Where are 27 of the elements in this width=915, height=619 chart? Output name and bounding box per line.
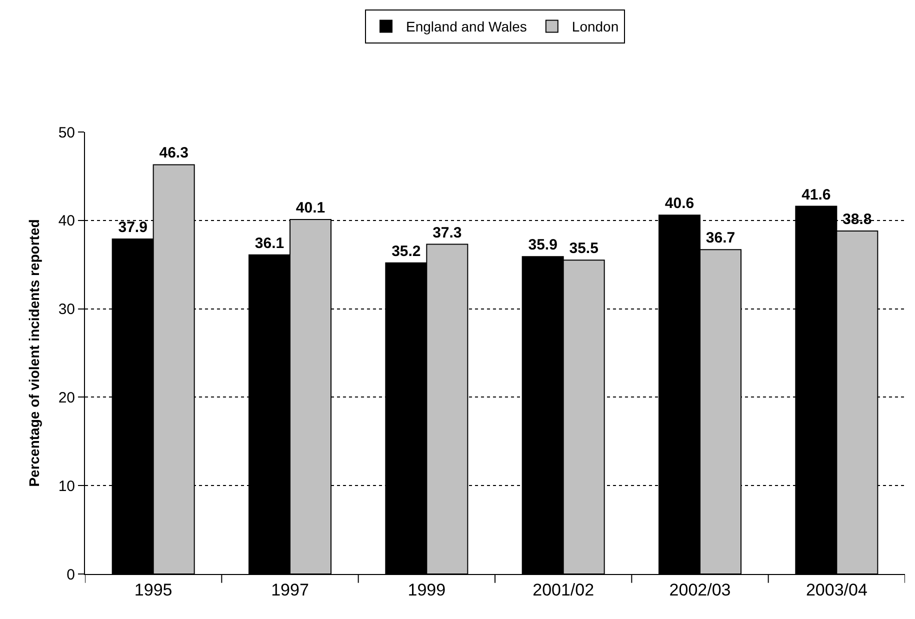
- data-label: 41.6: [802, 186, 831, 204]
- data-label: 38.8: [842, 211, 872, 228]
- data-label: 37.9: [118, 218, 148, 236]
- legend-label: England and Wales: [406, 18, 527, 35]
- x-tick-label: 2003/04: [806, 580, 868, 600]
- y-tick-label: 10: [58, 478, 75, 495]
- data-label: 35.2: [392, 242, 421, 260]
- x-tick-label: 1999: [408, 580, 446, 600]
- data-label: 46.3: [159, 144, 188, 162]
- legend-label: London: [572, 18, 619, 35]
- y-tick-label: 50: [58, 124, 75, 142]
- data-label: 40.6: [664, 195, 694, 212]
- x-tick-label: 2001/02: [532, 580, 594, 600]
- y-tick-label: 40: [58, 212, 75, 230]
- x-tick-label: 1995: [134, 580, 172, 600]
- data-label: 37.3: [432, 224, 462, 242]
- y-tick-label: 0: [66, 566, 75, 584]
- y-axis-title: Percentage of violent incidents reported: [26, 219, 42, 487]
- data-label: 35.9: [528, 236, 558, 254]
- data-label: 36.7: [706, 230, 736, 247]
- data-label: 35.5: [569, 240, 598, 258]
- x-tick-label: 1997: [271, 580, 309, 600]
- data-label: 36.1: [254, 234, 284, 252]
- y-tick-label: 20: [58, 389, 75, 406]
- x-tick-label: 2002/03: [669, 580, 731, 600]
- y-tick-label: 30: [58, 301, 75, 318]
- data-label: 40.1: [296, 200, 326, 217]
